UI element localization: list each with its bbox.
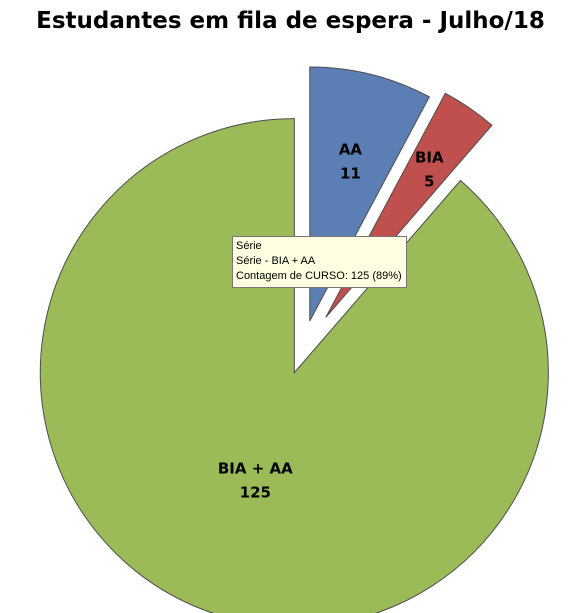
slice-label-name: BIA + AA: [218, 459, 293, 477]
slice-label-name: BIA: [415, 149, 444, 167]
chart-tooltip: Série Série - BIA + AA Contagem de CURSO…: [232, 236, 407, 288]
slice-label-value: 5: [424, 173, 434, 191]
chart-title: Estudantes em fila de espera - Julho/18: [36, 8, 545, 34]
slice-label-value: 11: [340, 164, 361, 182]
tooltip-line-series-name: Série - BIA + AA: [236, 255, 316, 267]
pie-slice-bia-aa[interactable]: [39, 118, 549, 613]
slice-label-name: AA: [339, 140, 363, 158]
tooltip-line-count: Contagem de CURSO: 125 (89%): [236, 270, 402, 282]
slice-label-value: 125: [240, 483, 271, 501]
tooltip-line-series: Série: [236, 240, 262, 252]
